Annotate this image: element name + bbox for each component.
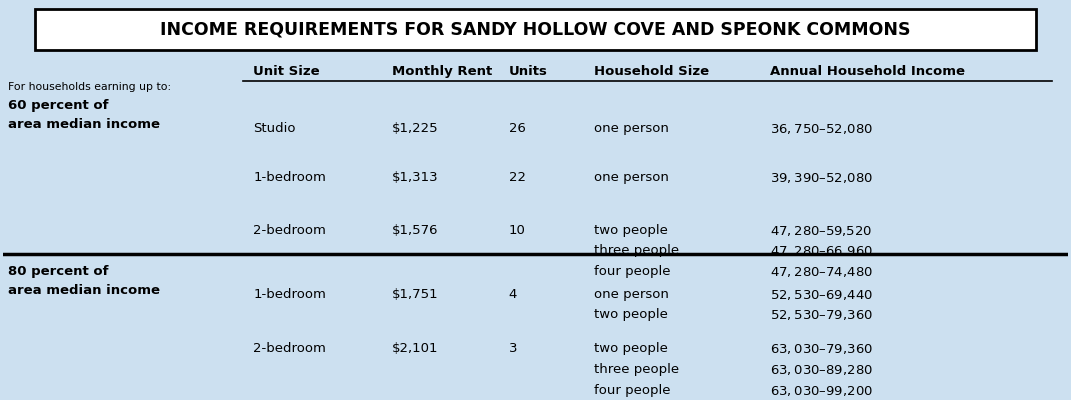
- Text: Household Size: Household Size: [594, 65, 709, 78]
- Text: $1,751: $1,751: [392, 288, 438, 301]
- Text: Annual Household Income: Annual Household Income: [770, 65, 965, 78]
- Text: Unit Size: Unit Size: [253, 65, 320, 78]
- Text: $39,390–$52,080: $39,390–$52,080: [770, 171, 873, 185]
- Text: $36,750–$52,080: $36,750–$52,080: [770, 122, 873, 136]
- Text: one person: one person: [594, 171, 669, 184]
- Text: INCOME REQUIREMENTS FOR SANDY HOLLOW COVE AND SPEONK COMMONS: INCOME REQUIREMENTS FOR SANDY HOLLOW COV…: [161, 20, 910, 38]
- Text: one person: one person: [594, 122, 669, 135]
- Text: 10: 10: [509, 224, 526, 236]
- Text: 80 percent of: 80 percent of: [9, 265, 108, 278]
- Text: three people: three people: [594, 363, 679, 376]
- Text: 60 percent of: 60 percent of: [9, 99, 108, 112]
- Text: 26: 26: [509, 122, 526, 135]
- Text: 22: 22: [509, 171, 526, 184]
- Text: one person: one person: [594, 288, 669, 301]
- Text: $1,225: $1,225: [392, 122, 438, 135]
- Text: $2,101: $2,101: [392, 342, 438, 356]
- Text: four people: four people: [594, 384, 670, 397]
- Text: two people: two people: [594, 342, 668, 356]
- Text: 1-bedroom: 1-bedroom: [253, 171, 326, 184]
- Text: 3: 3: [509, 342, 517, 356]
- Text: $63,030–$79,360: $63,030–$79,360: [770, 342, 873, 356]
- Text: $52,530–$79,360: $52,530–$79,360: [770, 308, 873, 322]
- Text: $47,280–$74,480: $47,280–$74,480: [770, 265, 873, 279]
- Text: area median income: area median income: [9, 118, 160, 131]
- Text: 2-bedroom: 2-bedroom: [253, 342, 326, 356]
- Text: Studio: Studio: [253, 122, 296, 135]
- Text: four people: four people: [594, 265, 670, 278]
- Text: two people: two people: [594, 224, 668, 236]
- Text: $1,313: $1,313: [392, 171, 438, 184]
- Text: area median income: area median income: [9, 284, 160, 297]
- Text: two people: two people: [594, 308, 668, 322]
- Text: 2-bedroom: 2-bedroom: [253, 224, 326, 236]
- FancyBboxPatch shape: [34, 9, 1037, 50]
- Text: $47,280–$66,960: $47,280–$66,960: [770, 244, 873, 258]
- Text: $47,280–$59,520: $47,280–$59,520: [770, 224, 872, 238]
- Text: $52,530–$69,440: $52,530–$69,440: [770, 288, 873, 302]
- Text: Monthly Rent: Monthly Rent: [392, 65, 492, 78]
- Text: $1,576: $1,576: [392, 224, 438, 236]
- Text: $63,030–$89,280: $63,030–$89,280: [770, 363, 873, 377]
- Text: 1-bedroom: 1-bedroom: [253, 288, 326, 301]
- Text: Units: Units: [509, 65, 547, 78]
- Text: For households earning up to:: For households earning up to:: [9, 82, 171, 92]
- Text: 4: 4: [509, 288, 517, 301]
- Text: three people: three people: [594, 244, 679, 257]
- Text: $63,030–$99,200: $63,030–$99,200: [770, 384, 873, 398]
